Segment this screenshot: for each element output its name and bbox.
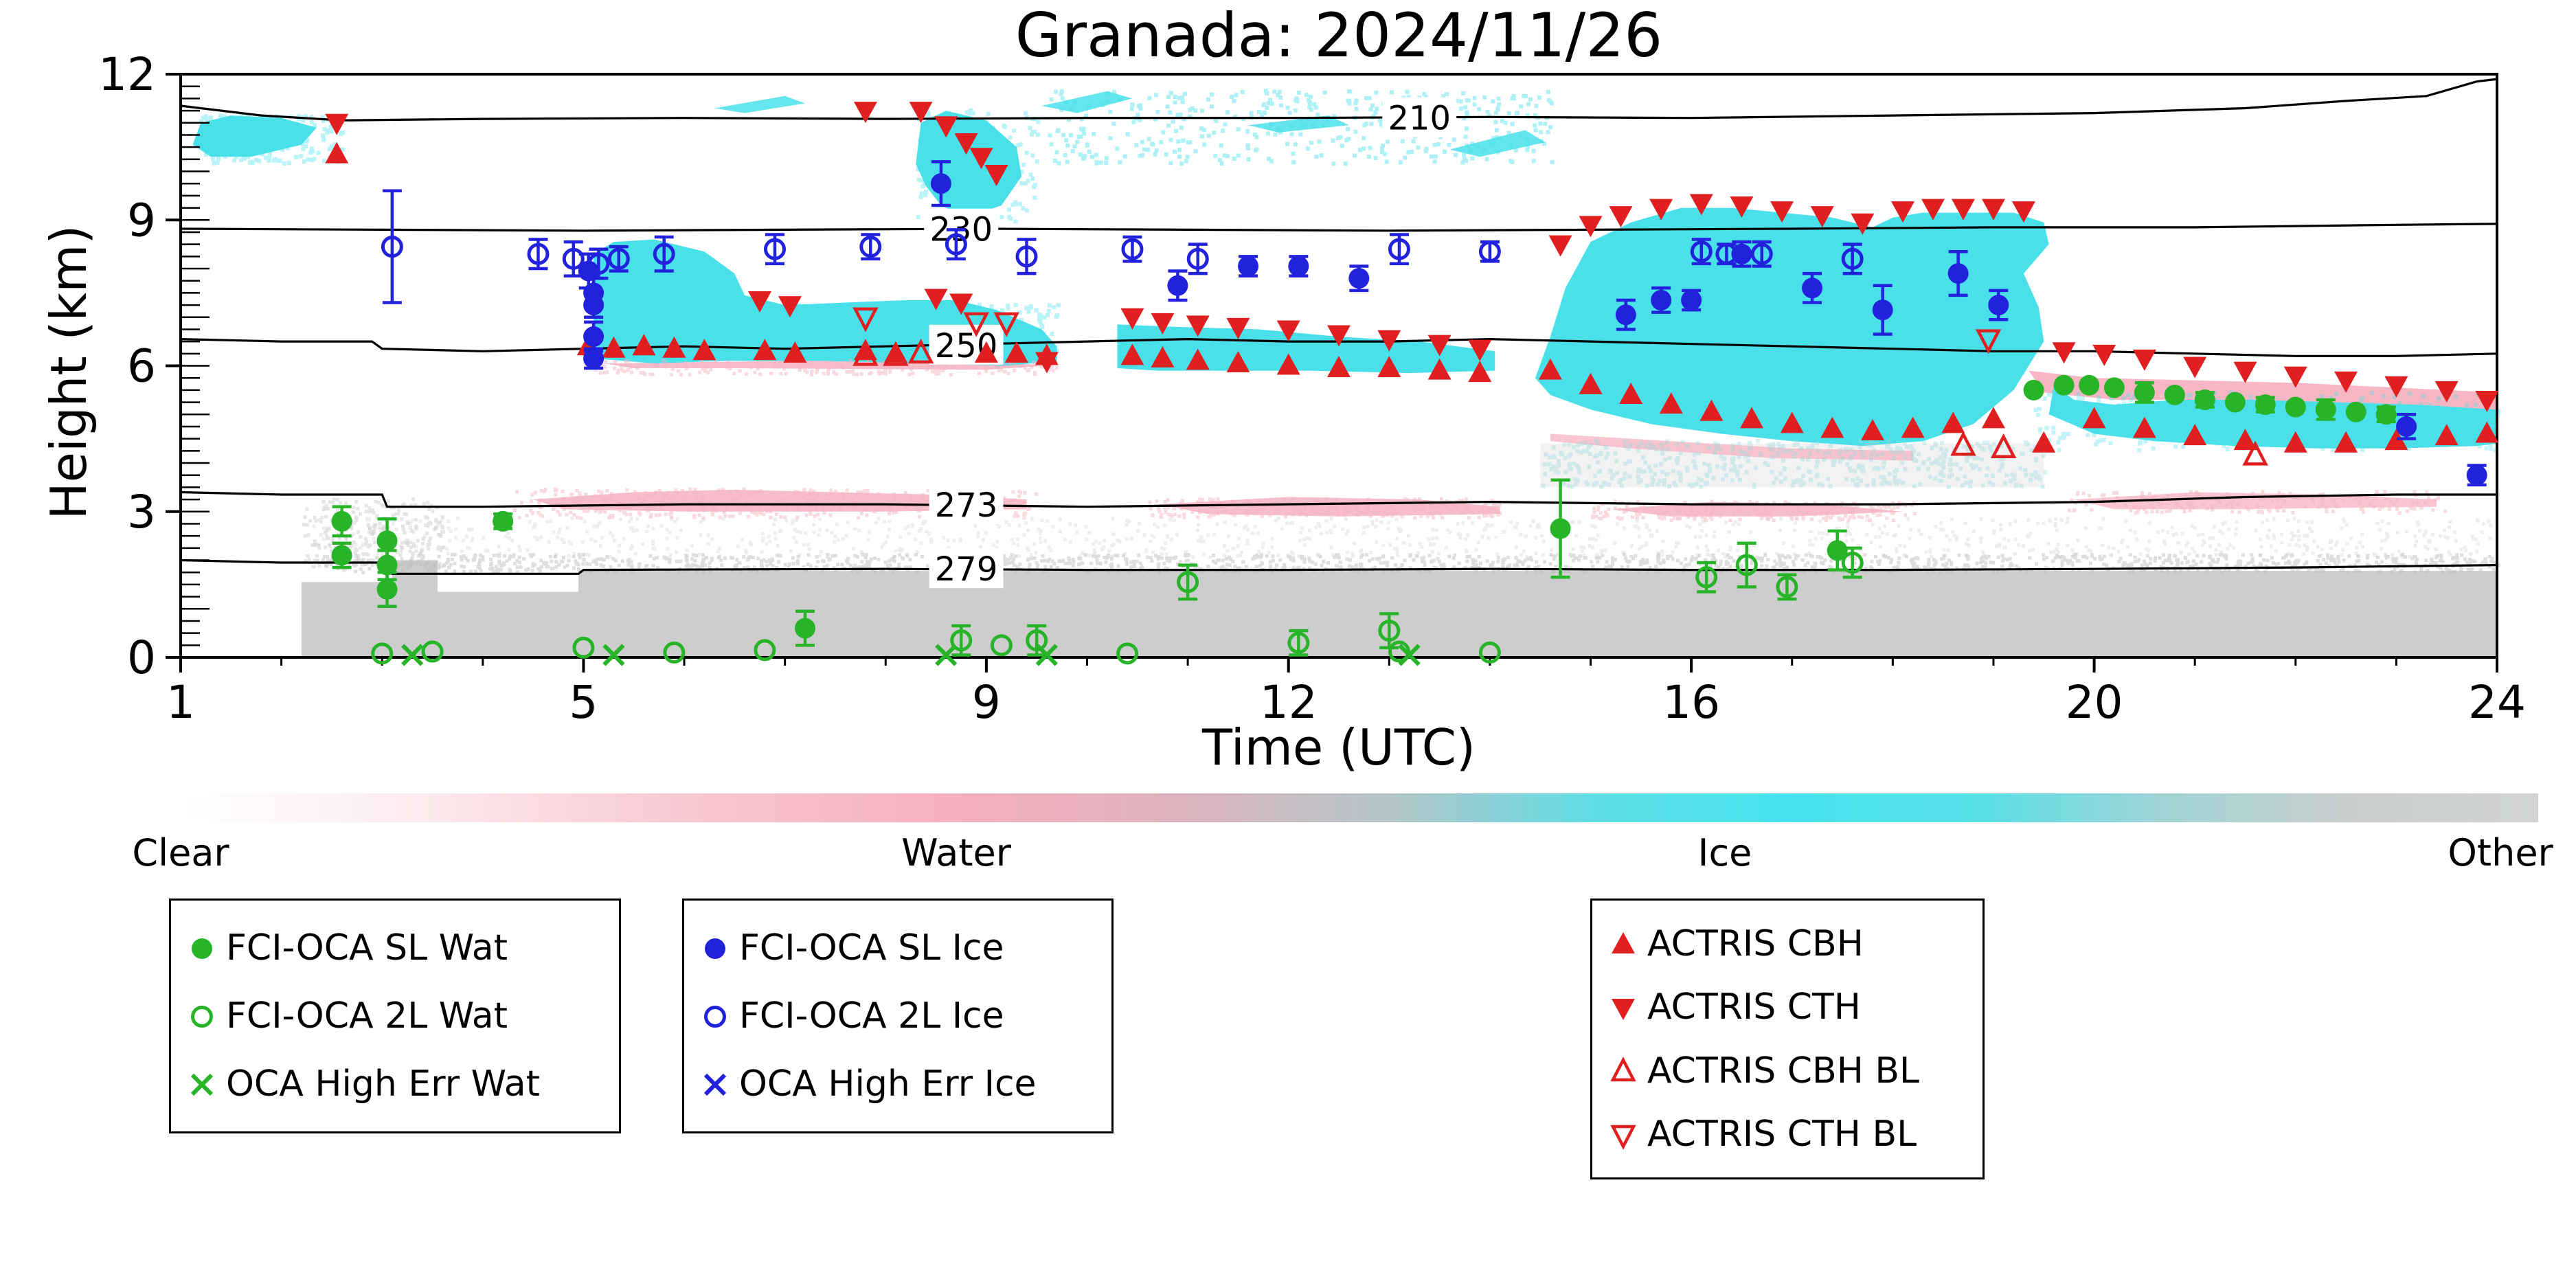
tri-up-filled-marker-icon	[1612, 931, 1635, 953]
legend-item: ACTRIS CBH	[1607, 923, 1982, 964]
series-actris-cbh	[325, 142, 2499, 453]
legend-item-label: FCI-OCA SL Wat	[226, 927, 508, 969]
y-minor-tick-ladder	[182, 85, 210, 646]
legend-item-label: FCI-OCA SL Ice	[739, 927, 1004, 969]
legend-item-label: FCI-OCA 2L Wat	[226, 995, 508, 1037]
circle-open-marker-icon	[191, 1006, 213, 1028]
colorbar-label-ice: Ice	[1697, 831, 1752, 874]
tri-down-open-marker-icon	[1610, 1125, 1636, 1151]
legend-actris: ACTRIS CBH ACTRIS CTH ACTRIS CBH BL ACTRIS …	[1590, 899, 1985, 1179]
legend-item-label: OCA High Err Ice	[739, 1063, 1037, 1105]
contour-line-210	[180, 78, 2498, 122]
contour-line-230	[180, 223, 2498, 232]
legend-item: FCI-OCA SL Ice	[699, 927, 1111, 969]
x-tick-label: 24	[2468, 676, 2526, 729]
legend-item: ACTRIS CTH BL	[1607, 1114, 1982, 1155]
colorbar-label-clear: Clear	[132, 831, 229, 874]
colorbar-label-water: Water	[901, 831, 1011, 874]
contour-label-210: 210	[1388, 100, 1451, 138]
contour-label-273: 273	[935, 486, 998, 525]
legend-item-label: ACTRIS CTH BL	[1647, 1114, 1917, 1155]
legend-item: FCI-OCA 2L Wat	[186, 995, 619, 1037]
x-tick-label: 16	[1662, 676, 1720, 729]
series-actris-cbh-bl	[852, 338, 2268, 466]
legend-item: FCI-OCA 2L Ice	[699, 995, 1111, 1037]
x-axis-label: Time (UTC)	[1201, 719, 1476, 776]
circle-filled-marker-icon	[705, 938, 725, 959]
contour-label-279: 279	[935, 550, 998, 589]
axis-ticks: 1 5 9 12 16 20 24 0 3 6 9 12	[98, 48, 2526, 729]
x-marker-icon	[703, 1073, 727, 1096]
legend-item: ACTRIS CBH BL	[1607, 1050, 1982, 1092]
y-tick-label: 12	[98, 48, 156, 101]
legend-item: OCA High Err Wat	[186, 1063, 619, 1105]
x-tick-label: 20	[2066, 676, 2123, 729]
legend-item-label: ACTRIS CBH	[1647, 923, 1864, 964]
y-tick-label: 6	[127, 340, 156, 393]
tri-down-filled-marker-icon	[1612, 999, 1635, 1021]
y-tick-label: 9	[127, 194, 156, 247]
legend-ice: FCI-OCA SL Ice FCI-OCA 2L Ice OCA High Err…	[682, 899, 1114, 1133]
tri-up-open-marker-icon	[1610, 1056, 1636, 1082]
x-tick-label: 12	[1260, 676, 1318, 729]
circle-filled-marker-icon	[192, 938, 212, 959]
y-axis-label: Height (km)	[40, 225, 98, 520]
series-fci-oca-2l-wat	[371, 541, 1864, 665]
series-oca-high-err-wat	[401, 644, 1421, 666]
y-tick-label: 0	[127, 631, 156, 684]
x-tick-label: 5	[569, 676, 598, 729]
contour-line-273	[180, 490, 2497, 508]
regions-other	[301, 443, 2498, 657]
y-tick-label: 3	[127, 486, 156, 539]
series-actris-cth-bl	[852, 307, 2002, 354]
colorbar-label-other: Other	[2448, 831, 2553, 874]
legend-item-label: OCA High Err Wat	[226, 1063, 540, 1105]
series-actris-cth	[325, 102, 2499, 413]
x-tick-label: 9	[972, 676, 1001, 729]
legend-item-label: ACTRIS CBH BL	[1647, 1050, 1919, 1092]
circle-open-marker-icon	[704, 1006, 726, 1028]
series-fci-oca-2l-ice	[381, 189, 1864, 304]
series-fci-oca-sl-ice	[578, 160, 2487, 487]
legend-water: FCI-OCA SL Wat FCI-OCA 2L Wat OCA High Err…	[169, 899, 621, 1133]
x-marker-icon	[190, 1073, 214, 1096]
colorbar	[181, 793, 2538, 822]
legend-item-label: FCI-OCA 2L Ice	[739, 995, 1004, 1037]
series-fci-oca-sl-wat	[331, 374, 2397, 647]
chart-title: Granada: 2024/11/26	[1015, 0, 1663, 71]
legend-item: OCA High Err Ice	[699, 1063, 1111, 1105]
x-tick-label: 1	[166, 676, 195, 729]
legend-item: FCI-OCA SL Wat	[186, 927, 619, 969]
legend-item: ACTRIS CTH	[1607, 986, 1982, 1028]
legend-item-label: ACTRIS CTH	[1647, 986, 1861, 1028]
